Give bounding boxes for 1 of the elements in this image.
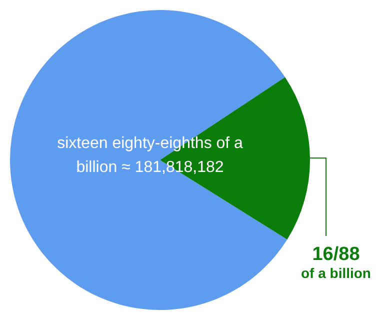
slice-label: 16/88 of a billion <box>300 244 371 282</box>
